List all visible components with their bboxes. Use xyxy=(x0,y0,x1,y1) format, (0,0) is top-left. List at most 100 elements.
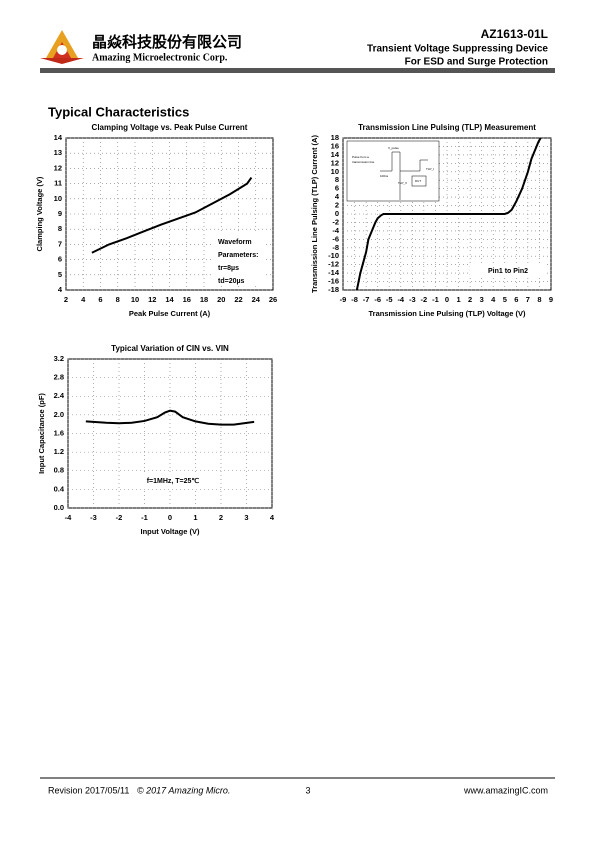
y-tick-label: 1.2 xyxy=(54,447,64,456)
y-tick-label: 13 xyxy=(54,148,62,157)
y-tick-label: 14 xyxy=(331,150,340,159)
x-tick-label: 4 xyxy=(270,513,275,522)
x-tick-label: 2 xyxy=(219,513,223,522)
data-line xyxy=(355,137,542,291)
x-tick-label: 4 xyxy=(491,295,496,304)
company-cn: 晶焱科技股份有限公司 xyxy=(92,33,242,51)
annotation: Parameters: xyxy=(218,252,258,259)
y-tick-label: 14 xyxy=(54,133,63,142)
y-tick-label: -6 xyxy=(332,234,339,243)
chart-title: Transmission Line Pulsing (TLP) Measurem… xyxy=(358,123,536,132)
y-tick-label: 0.8 xyxy=(54,466,64,475)
x-tick-label: -2 xyxy=(421,295,428,304)
y-tick-label: -8 xyxy=(332,243,339,252)
y-tick-label: -2 xyxy=(332,217,339,226)
data-line xyxy=(91,176,253,254)
x-tick-label: 1 xyxy=(193,513,197,522)
y-tick-label: 12 xyxy=(331,158,339,167)
data-line xyxy=(85,409,255,426)
y-tick-label: 5 xyxy=(58,270,62,279)
chart-title: Clamping Voltage vs. Peak Pulse Current xyxy=(92,123,248,132)
x-tick-label: 5 xyxy=(503,295,507,304)
footer-revision: Revision 2017/05/11 xyxy=(48,785,129,795)
x-tick-label: -9 xyxy=(340,295,347,304)
inset-wire xyxy=(380,151,428,172)
y-tick-label: 0 xyxy=(335,209,339,218)
inset-label: transmission line xyxy=(352,160,375,164)
y-tick-label: 0.0 xyxy=(54,503,64,512)
x-tick-label: 6 xyxy=(98,295,102,304)
footer-url: www.amazingIC.com xyxy=(463,785,548,795)
x-tick-label: -1 xyxy=(141,513,148,522)
x-tick-label: 14 xyxy=(165,295,174,304)
inset xyxy=(346,140,440,202)
x-tick-label: 4 xyxy=(81,295,86,304)
annotation: Pin1 to Pin2 xyxy=(488,268,528,275)
x-tick-label: -4 xyxy=(65,513,72,522)
x-tick-label: -2 xyxy=(116,513,123,522)
header-line: Transient Voltage Suppressing Device xyxy=(367,44,548,55)
x-tick-label: 12 xyxy=(148,295,156,304)
y-tick-label: 4 xyxy=(58,285,63,294)
header-bar xyxy=(40,68,555,73)
x-tick-label: 2 xyxy=(468,295,472,304)
y-tick-label: 8 xyxy=(58,224,62,233)
page-number: 3 xyxy=(305,785,310,795)
y-tick-label: 18 xyxy=(331,133,339,142)
x-tick-label: -8 xyxy=(351,295,358,304)
y-tick-label: 3.2 xyxy=(54,354,64,363)
x-tick-label: 2 xyxy=(64,295,68,304)
y-tick-label: -10 xyxy=(328,251,339,260)
y-tick-label: -18 xyxy=(328,285,339,294)
section-title: Typical Characteristics xyxy=(48,104,189,119)
y-tick-label: 6 xyxy=(58,255,62,264)
x-tick-label: 18 xyxy=(200,295,208,304)
annotation: tr=8µs xyxy=(218,265,239,272)
y-tick-label: 2.0 xyxy=(54,410,64,419)
annotation-box xyxy=(213,232,263,286)
y-tick-label: -14 xyxy=(328,268,340,277)
y-tick-label: 10 xyxy=(54,194,62,203)
y-axis-label: Transmission Line Pulsing (TLP) Current … xyxy=(310,135,319,293)
x-tick-label: 1 xyxy=(456,295,460,304)
x-tick-label: 3 xyxy=(244,513,248,522)
x-tick-label: 9 xyxy=(549,295,553,304)
inset-label: V_pulse xyxy=(388,146,399,150)
y-tick-label: 10 xyxy=(331,167,339,176)
y-tick-label: 11 xyxy=(54,179,62,188)
y-axis-label: Clamping Voltage (V) xyxy=(35,176,44,251)
header-line: For ESD and Surge Protection xyxy=(405,57,548,68)
inset-label: TLP_V xyxy=(398,181,407,185)
y-tick-label: 12 xyxy=(54,163,62,172)
part-number: AZ1613-01L xyxy=(481,27,548,41)
x-tick-label: 3 xyxy=(480,295,484,304)
footer-copyright: © 2017 Amazing Micro. xyxy=(137,785,230,795)
annotation-box xyxy=(142,474,204,488)
x-tick-label: 24 xyxy=(252,295,261,304)
y-tick-label: 6 xyxy=(335,184,339,193)
inset-dut xyxy=(411,175,427,187)
x-tick-label: 8 xyxy=(537,295,541,304)
annotation: td=20µs xyxy=(218,278,245,285)
y-tick-label: 9 xyxy=(58,209,62,218)
x-tick-label: 6 xyxy=(514,295,518,304)
x-tick-label: -4 xyxy=(397,295,404,304)
y-tick-label: 16 xyxy=(331,141,339,150)
x-tick-label: 22 xyxy=(234,295,242,304)
x-axis-label: Peak Pulse Current (A) xyxy=(129,309,211,318)
y-tick-label: -16 xyxy=(328,277,339,286)
y-tick-label: 4 xyxy=(335,192,340,201)
x-tick-label: 7 xyxy=(526,295,530,304)
logo xyxy=(40,30,84,64)
x-tick-label: 20 xyxy=(217,295,225,304)
x-tick-label: -3 xyxy=(90,513,97,522)
annotation: f=1MHz, T=25℃ xyxy=(147,477,200,485)
x-tick-label: 26 xyxy=(269,295,277,304)
y-tick-label: 8 xyxy=(335,175,339,184)
annotation-box xyxy=(470,264,546,278)
x-tick-label: -7 xyxy=(363,295,370,304)
inset-label: 100ns xyxy=(380,174,389,178)
y-tick-label: 7 xyxy=(58,239,62,248)
x-tick-label: 8 xyxy=(116,295,120,304)
